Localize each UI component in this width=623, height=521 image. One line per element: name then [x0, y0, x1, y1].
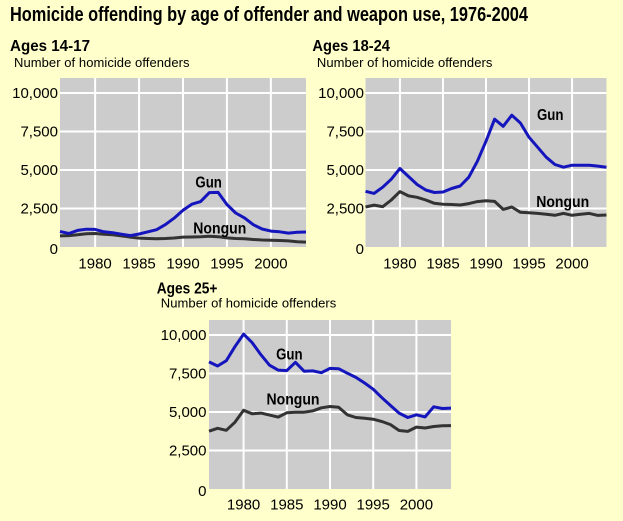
svg-text:1985: 1985 — [122, 256, 155, 273]
svg-text:2,500: 2,500 — [20, 201, 58, 218]
svg-text:1980: 1980 — [383, 256, 416, 273]
svg-text:10,000: 10,000 — [12, 85, 58, 102]
svg-text:Number of homicide offenders: Number of homicide offenders — [161, 296, 337, 311]
svg-text:0: 0 — [198, 483, 206, 500]
svg-text:10,000: 10,000 — [318, 85, 364, 102]
svg-text:0: 0 — [50, 241, 58, 258]
svg-text:1995: 1995 — [210, 256, 243, 273]
svg-text:Nongun: Nongun — [267, 392, 320, 409]
svg-text:Ages 14-17: Ages 14-17 — [10, 38, 90, 55]
svg-text:1990: 1990 — [313, 497, 346, 514]
svg-text:1980: 1980 — [227, 497, 260, 514]
svg-text:Gun: Gun — [537, 107, 564, 124]
svg-text:Gun: Gun — [276, 347, 303, 364]
svg-text:1995: 1995 — [512, 256, 545, 273]
svg-text:0: 0 — [356, 241, 364, 258]
svg-text:Number of homicide offenders: Number of homicide offenders — [14, 55, 190, 70]
svg-text:2000: 2000 — [555, 256, 588, 273]
svg-text:7,500: 7,500 — [326, 124, 364, 141]
svg-text:Homicide offending by age of o: Homicide offending by age of offender an… — [10, 4, 529, 26]
svg-text:5,000: 5,000 — [326, 162, 364, 179]
svg-text:1985: 1985 — [270, 497, 303, 514]
svg-text:Nongun: Nongun — [193, 221, 246, 238]
svg-text:2000: 2000 — [400, 497, 433, 514]
svg-text:Ages 18-24: Ages 18-24 — [312, 38, 390, 55]
svg-text:1990: 1990 — [469, 256, 502, 273]
svg-text:5,000: 5,000 — [20, 162, 58, 179]
svg-text:1985: 1985 — [426, 256, 459, 273]
svg-text:5,000: 5,000 — [169, 404, 207, 421]
svg-text:2000: 2000 — [254, 256, 287, 273]
svg-text:Number of homicide offenders: Number of homicide offenders — [317, 55, 493, 70]
svg-text:2,500: 2,500 — [169, 443, 207, 460]
svg-text:10,000: 10,000 — [161, 327, 207, 344]
svg-text:Gun: Gun — [195, 175, 222, 192]
svg-text:7,500: 7,500 — [169, 366, 207, 383]
svg-text:1980: 1980 — [78, 256, 111, 273]
svg-text:1990: 1990 — [166, 256, 199, 273]
svg-text:Ages 25+: Ages 25+ — [157, 281, 218, 298]
svg-text:7,500: 7,500 — [20, 124, 58, 141]
svg-text:1995: 1995 — [357, 497, 390, 514]
svg-text:Nongun: Nongun — [536, 194, 589, 211]
svg-text:2,500: 2,500 — [326, 201, 364, 218]
